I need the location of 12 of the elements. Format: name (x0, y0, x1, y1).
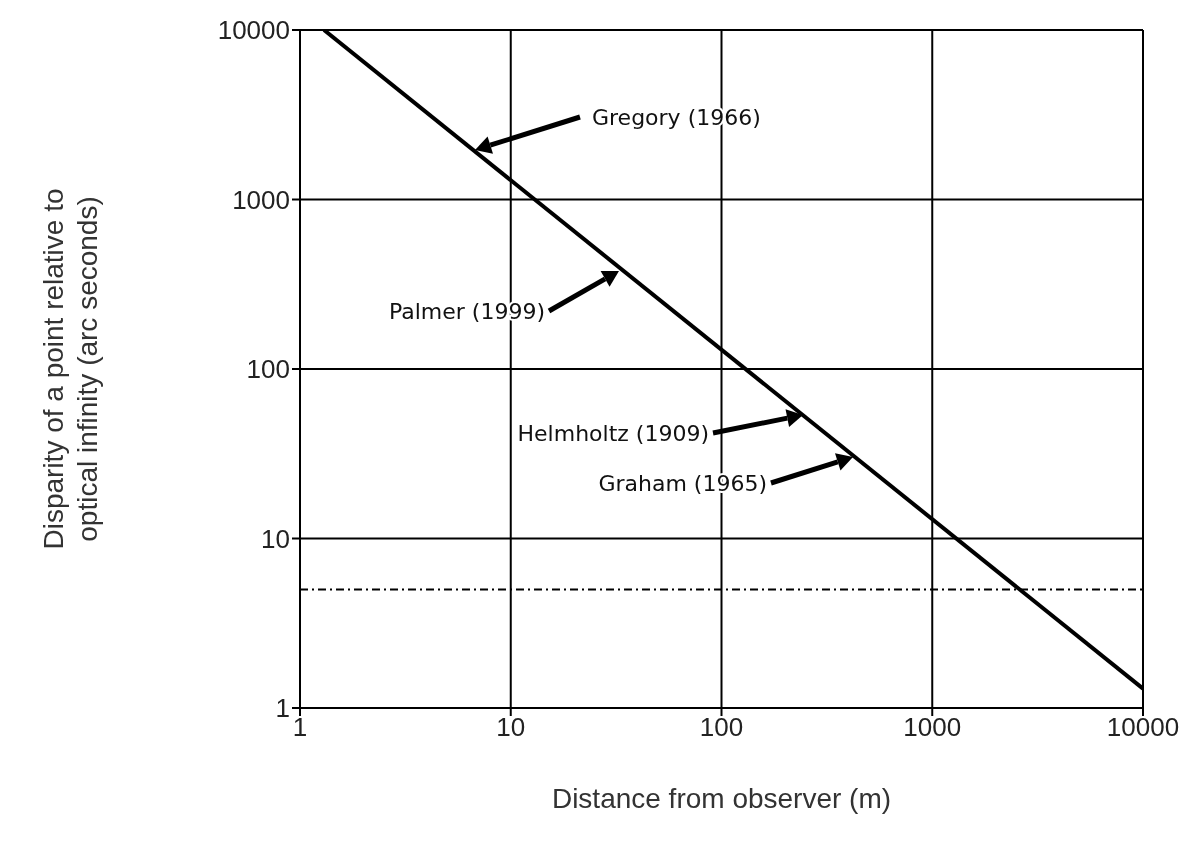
x-tick-label: 100 (699, 712, 744, 743)
y-tick-label: 10000 (217, 15, 290, 46)
y-tick-label: 1000 (232, 184, 290, 215)
x-tick-label: 1000 (903, 712, 962, 743)
x-axis-title: Distance from observer (m) (551, 783, 892, 814)
y-tick-label: 1 (275, 693, 290, 724)
y-tick-label: 100 (246, 354, 290, 385)
y-axis-title: Disparity of a point relative to optical infinity (arc seconds) (38, 188, 103, 550)
annotation: Helmholtz (1909) (517, 421, 709, 446)
y-tick-label: 10 (261, 523, 290, 554)
x-tick-label: 10000 (1106, 712, 1180, 743)
x-tick-label: 10 (496, 712, 526, 743)
